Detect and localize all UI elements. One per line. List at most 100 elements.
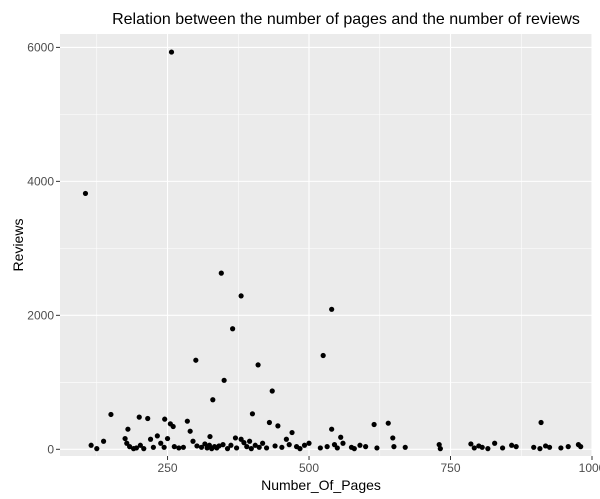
- data-point: [297, 446, 303, 452]
- y-tick-label: 6000: [27, 40, 54, 54]
- data-point: [275, 423, 281, 429]
- data-point: [218, 270, 224, 276]
- y-axis-title: Reviews: [10, 219, 26, 272]
- data-point: [221, 377, 227, 383]
- data-point: [436, 442, 442, 448]
- data-point: [537, 446, 543, 452]
- data-point: [509, 442, 515, 448]
- data-point: [334, 445, 340, 451]
- data-point: [565, 444, 571, 450]
- data-point: [374, 445, 380, 451]
- data-point: [158, 440, 164, 446]
- x-tick-label: 750: [440, 461, 460, 475]
- data-point: [317, 445, 323, 451]
- data-point: [232, 435, 239, 441]
- data-point: [402, 444, 408, 450]
- data-point: [88, 442, 94, 448]
- data-point: [94, 446, 100, 452]
- data-point: [230, 326, 236, 332]
- data-point: [286, 442, 292, 448]
- data-point: [133, 445, 140, 451]
- data-point: [193, 357, 199, 363]
- data-point: [216, 443, 222, 449]
- data-point: [269, 388, 275, 394]
- data-point: [283, 436, 289, 442]
- y-axis-ticks: 0 2000 4000 6000: [27, 40, 60, 456]
- data-point: [145, 415, 151, 422]
- data-point: [260, 440, 266, 446]
- y-tick-label: 4000: [27, 174, 54, 188]
- data-point: [390, 435, 396, 441]
- data-point: [329, 306, 335, 312]
- data-point: [279, 444, 285, 450]
- data-point: [244, 444, 250, 450]
- x-tick-label: 250: [158, 461, 178, 475]
- y-tick-label: 0: [47, 442, 54, 456]
- data-point: [320, 352, 326, 359]
- data-point: [100, 438, 107, 444]
- data-point: [249, 411, 256, 417]
- data-point: [122, 435, 128, 442]
- data-point: [184, 418, 190, 424]
- data-point: [437, 446, 443, 452]
- data-point: [171, 444, 177, 450]
- data-point: [161, 444, 167, 450]
- data-point: [180, 444, 186, 450]
- data-point: [468, 441, 474, 447]
- data-point: [154, 433, 160, 439]
- data-point: [252, 442, 258, 448]
- data-point: [546, 444, 553, 450]
- data-point: [141, 446, 147, 452]
- data-point: [499, 445, 506, 451]
- data-point: [301, 442, 308, 448]
- data-point: [136, 414, 142, 420]
- data-point: [202, 441, 208, 447]
- data-point: [228, 442, 234, 448]
- data-point: [306, 440, 312, 446]
- data-point: [385, 420, 391, 426]
- data-point: [266, 419, 273, 426]
- plot-panel: [60, 34, 592, 456]
- data-point: [127, 444, 133, 450]
- grid-major-lines: [60, 34, 593, 456]
- data-point: [210, 397, 216, 403]
- data-point: [479, 444, 485, 450]
- data-point: [190, 438, 196, 444]
- data-point: [363, 444, 369, 450]
- y-tick-label: 2000: [27, 308, 54, 322]
- data-point: [329, 426, 335, 432]
- data-point: [176, 445, 182, 451]
- data-point: [224, 446, 231, 452]
- data-point: [371, 421, 377, 428]
- grid-minor-lines: [60, 34, 592, 456]
- data-point: [391, 444, 397, 450]
- data-point: [198, 444, 205, 450]
- data-point: [542, 443, 549, 449]
- data-point: [170, 423, 176, 430]
- data-point: [147, 436, 154, 442]
- data-points: [82, 49, 584, 452]
- data-point: [248, 446, 254, 452]
- data-point: [164, 435, 171, 442]
- data-point: [241, 440, 247, 446]
- data-point: [289, 429, 295, 436]
- data-point: [238, 293, 244, 299]
- data-point: [82, 190, 89, 197]
- data-point: [207, 433, 213, 440]
- data-point: [150, 444, 156, 450]
- data-point: [485, 446, 491, 452]
- data-point: [246, 438, 253, 444]
- data-point: [187, 428, 193, 434]
- data-point: [531, 444, 537, 450]
- data-point: [255, 362, 261, 368]
- data-point: [194, 443, 200, 449]
- data-point: [256, 444, 262, 450]
- chart-title: Relation between the number of pages and…: [112, 11, 580, 28]
- data-point: [168, 49, 175, 55]
- data-point: [162, 416, 168, 422]
- data-point: [125, 426, 131, 432]
- data-point: [558, 445, 564, 451]
